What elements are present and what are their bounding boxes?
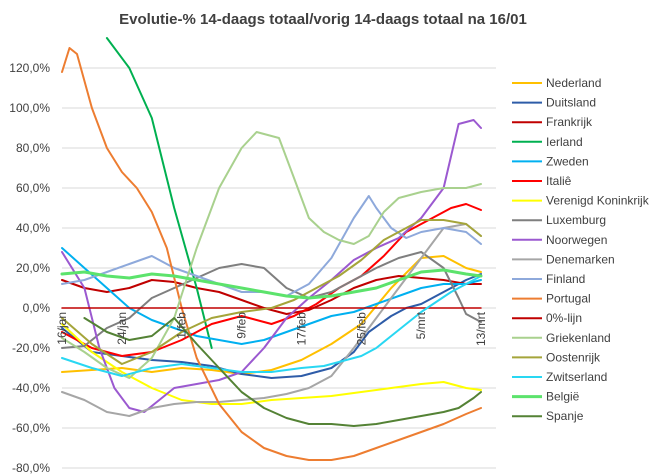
y-tick-label: 100,0% [9, 101, 50, 115]
legend-label-nederland: Nederland [546, 76, 601, 90]
x-tick-label: 9/feb [235, 312, 249, 339]
legend-label-finland: Finland [546, 272, 585, 286]
y-tick-label: -60,0% [12, 421, 50, 435]
legend-label-zwitserland: Zwitserland [546, 370, 607, 384]
x-tick-label: 17/feb [294, 312, 308, 346]
y-axis-tick-labels: 120,0% 100,0% 80,0% 60,0% 40,0% 20,0% 0,0% -20,… [9, 61, 50, 474]
series-line-finland [61, 195, 482, 297]
series-line-zweden [61, 247, 482, 345]
legend-label-verenigd-koninkrijk: Verenigd Koninkrijk [546, 194, 650, 208]
y-tick-label: 120,0% [9, 61, 50, 75]
series-line-denemarken [61, 223, 482, 417]
legend: Nederland Duitsland Frankrijk Ierland Zweden… [512, 76, 650, 423]
series-line-belgie [60, 268, 483, 300]
legend-label-ierland: Ierland [546, 135, 583, 149]
series-line-duitsland [61, 273, 482, 379]
legend-label-denemarken: Denemarken [546, 252, 615, 266]
series-line-oostenrijk [61, 219, 482, 365]
x-tick-label: 13/mrt [474, 311, 488, 346]
y-tick-label: 60,0% [16, 181, 50, 195]
legend-label-duitsland: Duitsland [546, 96, 596, 110]
y-tick-label: -40,0% [12, 381, 50, 395]
x-tick-label: 25/feb [354, 312, 368, 346]
legend-label-italie: Italiê [546, 174, 572, 188]
y-tick-label: 80,0% [16, 141, 50, 155]
y-tick-label: 0,0% [23, 301, 51, 315]
y-tick-label: 20,0% [16, 261, 50, 275]
legend-label-frankrijk: Frankrijk [546, 115, 593, 129]
x-tick-label: 1/feb [175, 312, 189, 339]
series-line-luxemburg [61, 251, 482, 349]
series-line-griekenland [61, 131, 482, 379]
series-line-spanje [83, 317, 482, 427]
x-tick-label: 5/mrt [414, 311, 428, 339]
x-axis-tick-labels: 16/jan 24/jan 1/feb 9/feb 17/feb 25/feb 5/mrt 1… [55, 311, 488, 346]
grid-lines [62, 67, 496, 469]
legend-label-noorwegen: Noorwegen [546, 233, 607, 247]
legend-label-oostenrijk: Oostenrijk [546, 350, 601, 364]
chart-title: Evolutie-% 14-daags totaal/vorig 14-daag… [119, 11, 527, 28]
series-line-noorwegen [61, 119, 482, 413]
legend-label-belgie: België [546, 390, 580, 404]
y-tick-label: -20,0% [12, 341, 50, 355]
series-line-verenigd-koninkrijk [61, 323, 482, 405]
series-line-italie [61, 203, 482, 357]
legend-label-0-lijn: 0%-lijn [546, 311, 582, 325]
series-line-portugal [61, 47, 482, 461]
legend-label-griekenland: Griekenland [546, 331, 611, 345]
legend-label-zweden: Zweden [546, 154, 589, 168]
legend-label-portugal: Portugal [546, 292, 591, 306]
x-tick-label: 24/jan [115, 312, 129, 345]
series-line-zwitserland [61, 275, 482, 377]
y-tick-label: 40,0% [16, 221, 50, 235]
series-line-ierland [105, 37, 213, 349]
y-tick-label: -80,0% [12, 461, 50, 474]
legend-label-luxemburg: Luxemburg [546, 213, 606, 227]
series-lines [60, 37, 483, 461]
x-tick-label: 16/jan [55, 312, 69, 345]
series-line-frankrijk [61, 275, 482, 315]
legend-label-spanje: Spanje [546, 409, 584, 423]
